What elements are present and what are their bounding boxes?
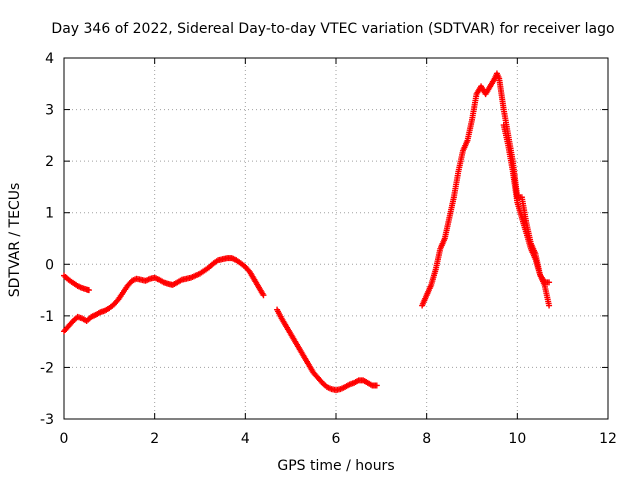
y-tick-label: 3 [45,103,54,119]
data-point [373,382,380,389]
x-tick-label: 4 [241,431,250,447]
y-tick-label: -3 [40,412,54,428]
x-tick-label: 10 [508,431,526,447]
data-point [546,302,553,309]
y-tick-labels: -3 -2 -1 0 1 2 3 4 [40,51,54,428]
y-tick-label: 1 [45,206,54,222]
x-tick-label: 12 [599,431,617,447]
chart-title: Day 346 of 2022, Sidereal Day-to-day VTE… [51,21,614,37]
y-tick-label: 2 [45,154,54,170]
data-point [546,279,553,286]
y-tick-label: -1 [40,309,54,325]
y-axis-label: SDTVAR / TECUs [7,183,23,298]
y-tick-label: 4 [45,51,54,67]
data-point [85,287,92,294]
x-tick-label: 8 [422,431,431,447]
x-axis-label: GPS time / hours [277,458,394,474]
data-point [260,292,267,299]
y-tick-label: -2 [40,360,54,376]
y-tick-label: 0 [45,257,54,273]
gridlines [64,58,608,419]
x-tick-label: 6 [332,431,341,447]
x-tick-label: 2 [150,431,159,447]
data-points [61,70,553,394]
x-tick-label: 0 [60,431,69,447]
plot-frame [63,57,609,420]
x-tick-labels: 0 2 4 6 8 10 12 [60,431,617,447]
